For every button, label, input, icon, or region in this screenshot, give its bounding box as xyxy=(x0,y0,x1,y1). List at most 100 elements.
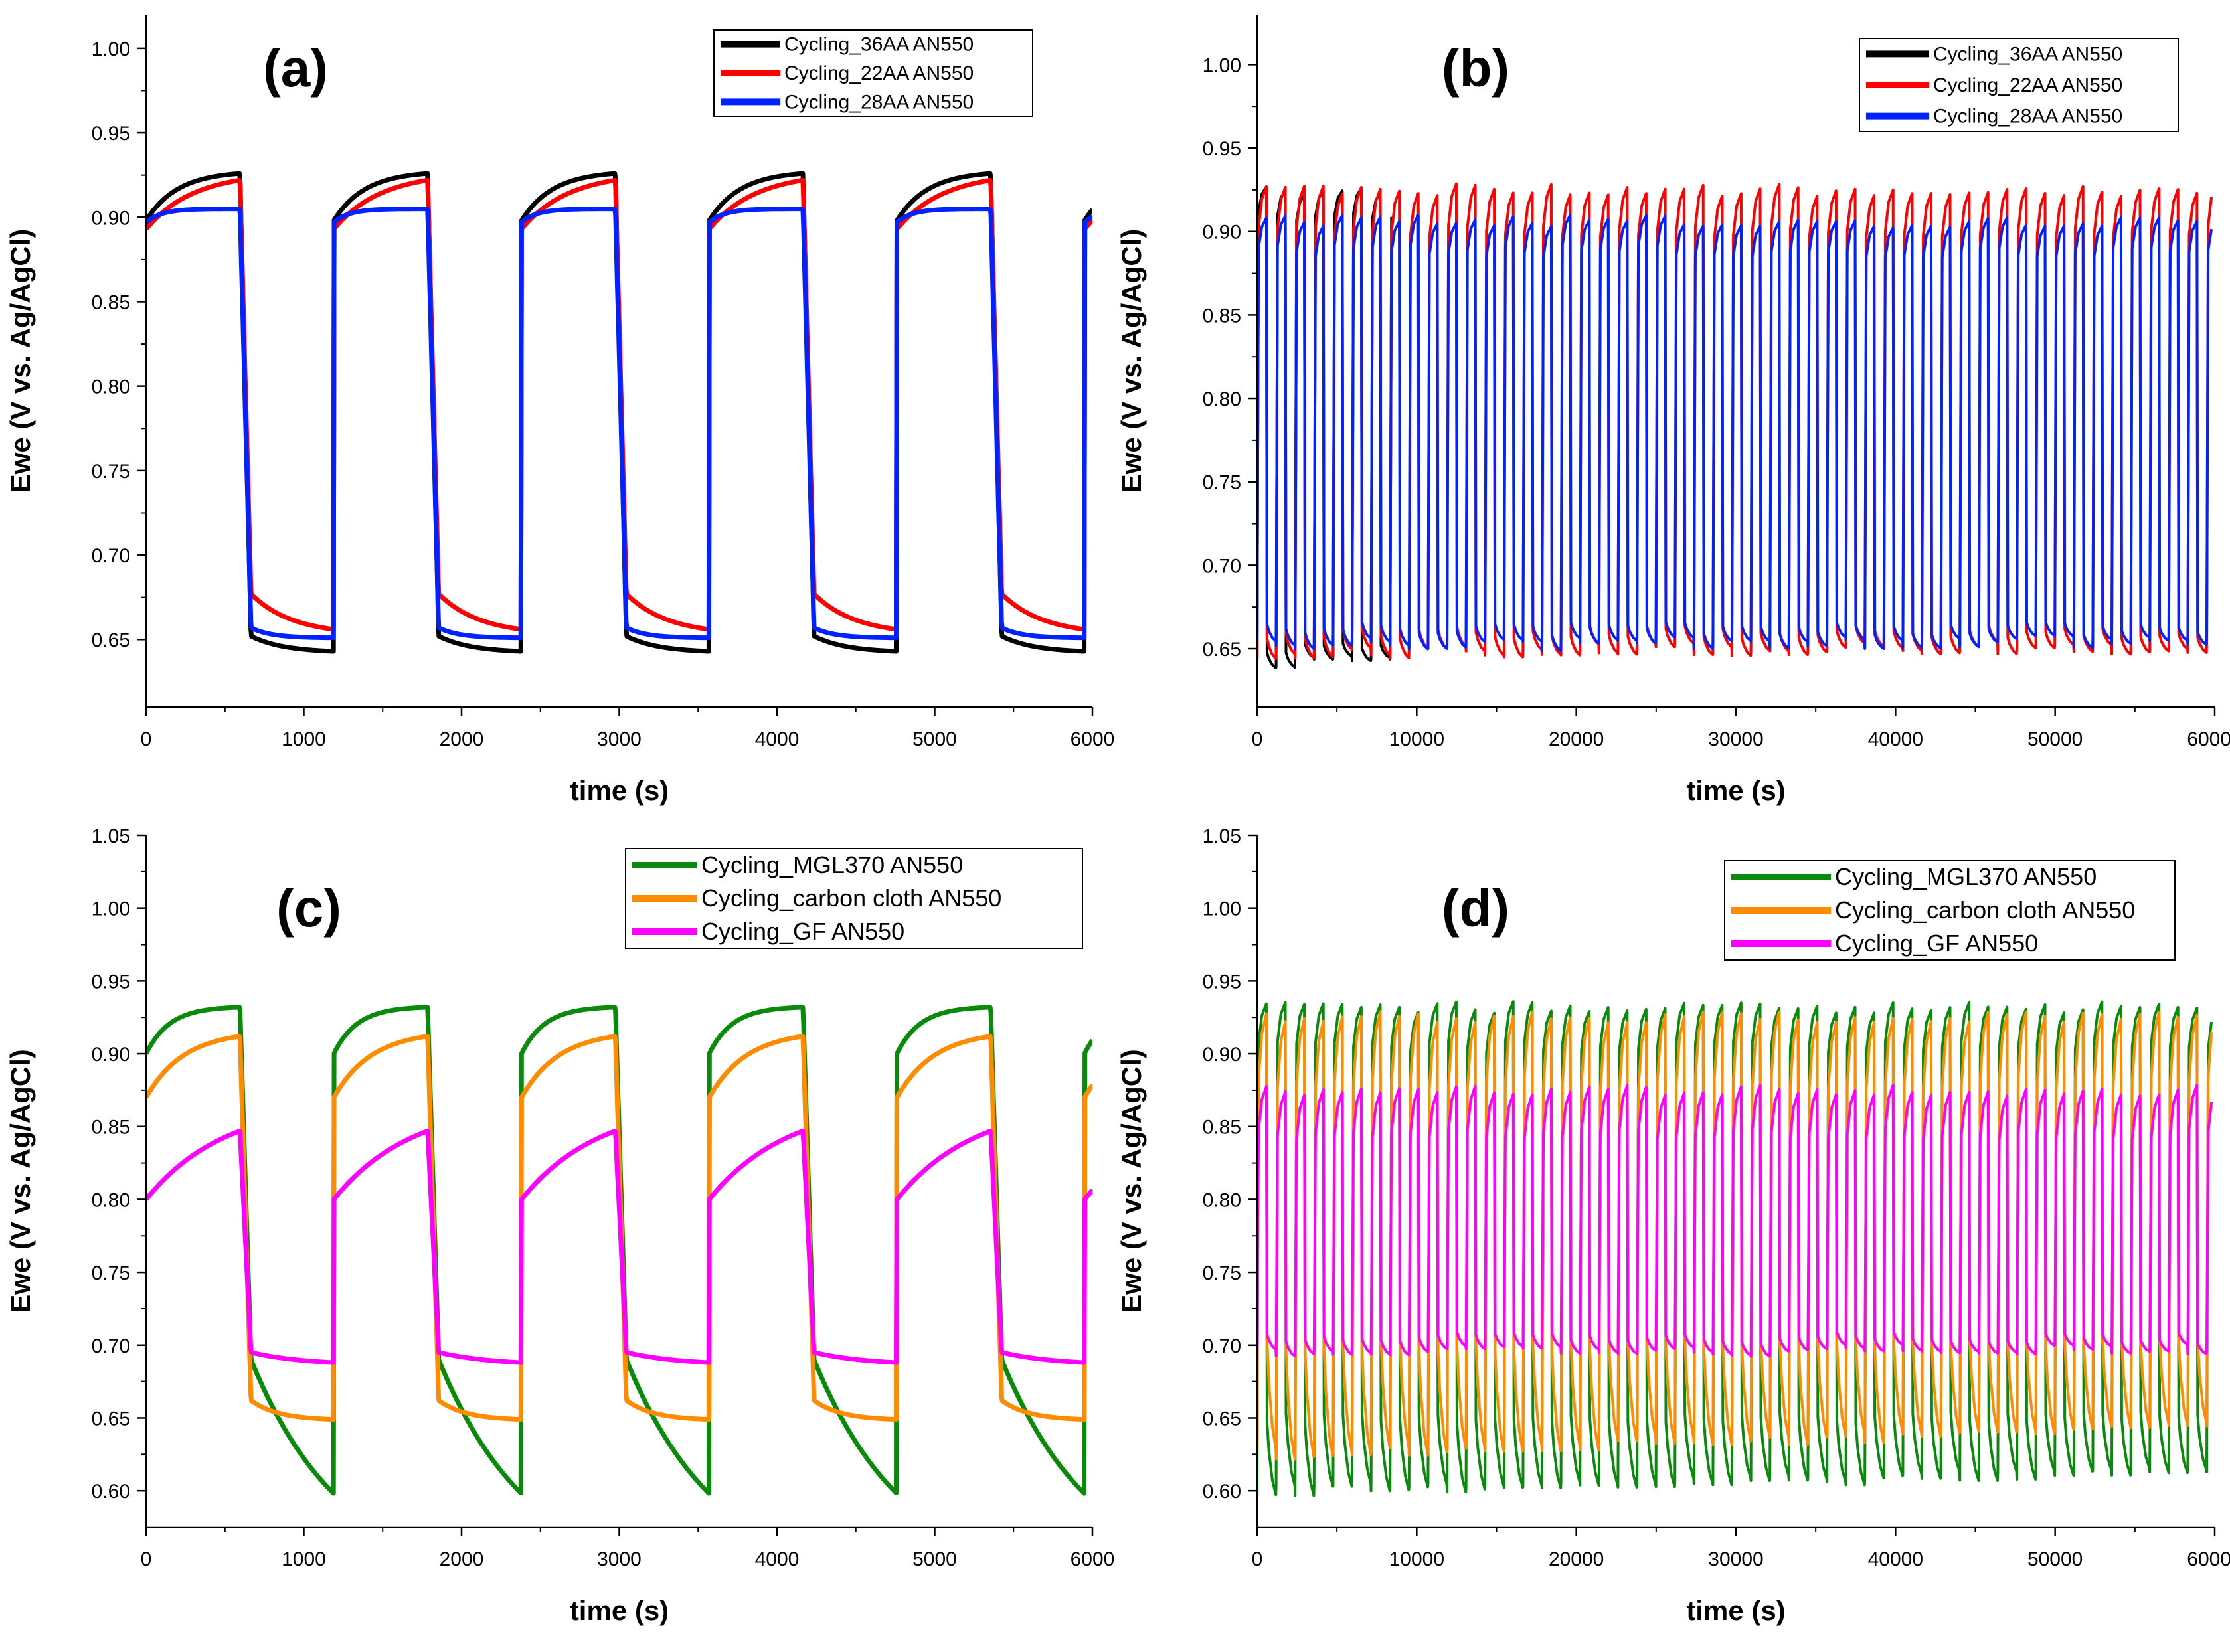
legend-entry: Cycling_GF AN550 xyxy=(701,918,904,945)
y-tick-label: 1.00 xyxy=(1203,54,1241,76)
legend-entry: Cycling_22AA AN550 xyxy=(784,62,974,84)
legend-entry: Cycling_36AA AN550 xyxy=(784,34,974,56)
x-tick-label: 4000 xyxy=(755,1548,800,1570)
y-tick-label: 0.95 xyxy=(1203,971,1241,993)
series-group xyxy=(146,171,1092,654)
legend-box xyxy=(625,848,1083,949)
y-tick-label: 0.65 xyxy=(1203,639,1241,661)
x-tick-label: 20000 xyxy=(1549,728,1604,750)
y-tick-label: 0.85 xyxy=(1203,1117,1241,1139)
y-tick-label: 1.00 xyxy=(92,39,130,60)
x-tick-label: 1000 xyxy=(282,728,326,750)
x-tick-label: 6000 xyxy=(1071,728,1115,750)
y-tick-label: 0.75 xyxy=(92,461,130,483)
series-line-2 xyxy=(1257,1010,2213,1461)
legend-entry: Cycling_carbon cloth AN550 xyxy=(701,884,1001,912)
y-axis-title: Ewe (V vs. Ag/AgCl) xyxy=(1116,229,1147,493)
y-tick-label: 0.90 xyxy=(92,207,130,229)
y-tick-label: 0.65 xyxy=(92,629,130,651)
x-tick-label: 5000 xyxy=(912,1548,957,1570)
y-tick-label: 0.70 xyxy=(92,545,130,567)
x-tick-label: 0 xyxy=(1252,1548,1263,1570)
y-tick-label: 0.90 xyxy=(1203,222,1241,244)
legend: Cycling_36AA AN550 Cycling_22AA AN550 Cycl… xyxy=(1859,38,2179,132)
y-tick-label: 0.80 xyxy=(1203,1189,1241,1211)
x-tick-label: 3000 xyxy=(597,728,642,750)
y-tick-label: 0.85 xyxy=(92,291,130,313)
y-tick-label: 0.95 xyxy=(92,123,130,145)
y-tick-label: 0.70 xyxy=(1203,1335,1241,1357)
legend-entry: Cycling_28AA AN550 xyxy=(784,91,974,113)
x-tick-label: 0 xyxy=(141,728,152,750)
x-tick-label: 40000 xyxy=(1868,1548,1923,1570)
legend: Cycling_36AA AN550 Cycling_22AA AN550 Cycl… xyxy=(713,29,1033,117)
y-axis-title: Ewe (V vs. Ag/AgCl) xyxy=(1116,1049,1147,1313)
x-tick-label: 4000 xyxy=(755,728,800,750)
legend-entry: Cycling_MGL370 AN550 xyxy=(1835,863,2097,890)
x-axis-title: time (s) xyxy=(1686,775,1785,806)
legend-entry: Cycling_22AA AN550 xyxy=(1933,74,2122,96)
y-tick-label: 0.60 xyxy=(1203,1481,1241,1503)
y-tick-label: 1.05 xyxy=(1203,825,1241,847)
panel-a: 0 1000 2000 3000 4000 5000 6000 0.65 0.70 0.75 0.8… xyxy=(5,15,1114,806)
y-tick-label: 0.65 xyxy=(1203,1408,1241,1430)
series-line-3 xyxy=(1257,1083,2213,1358)
x-tick-label: 5000 xyxy=(912,728,957,750)
legend: Cycling_MGL370 AN550 Cycling_carbon cloth… xyxy=(1724,860,2176,961)
panel-label: (a) xyxy=(263,39,328,98)
x-tick-label: 1000 xyxy=(282,1548,326,1570)
y-tick-label: 1.00 xyxy=(92,898,130,920)
x-tick-label: 2000 xyxy=(440,1548,484,1570)
y-tick-label: 0.80 xyxy=(92,1189,130,1211)
y-tick-label: 0.85 xyxy=(1203,305,1241,327)
y-tick-label: 0.80 xyxy=(92,376,130,398)
y-tick-label: 0.75 xyxy=(1203,472,1241,494)
y-tick-label: 0.80 xyxy=(1203,388,1241,410)
legend-entry: Cycling_28AA AN550 xyxy=(1933,106,2122,127)
x-tick-label: 40000 xyxy=(1868,728,1923,750)
y-axis-title: Ewe (V vs. Ag/AgCl) xyxy=(5,229,36,493)
y-tick-label: 0.65 xyxy=(92,1408,130,1430)
panel-label: (c) xyxy=(276,878,341,938)
series-group xyxy=(146,1005,1092,1496)
y-tick-label: 0.60 xyxy=(92,1481,130,1503)
panel-c: 0 1000 2000 3000 4000 5000 6000 0.60 0.65 0.70 0.7… xyxy=(5,825,1114,1626)
x-tick-label: 50000 xyxy=(2027,728,2083,750)
panel-label: (b) xyxy=(1442,39,1509,98)
x-tick-label: 20000 xyxy=(1549,1548,1604,1570)
x-tick-label: 3000 xyxy=(597,1548,642,1570)
y-tick-label: 0.95 xyxy=(92,971,130,993)
series-line-3 xyxy=(1257,213,2213,653)
x-tick-label: 10000 xyxy=(1389,1548,1444,1570)
panel-label: (d) xyxy=(1442,878,1509,938)
y-tick-label: 0.90 xyxy=(92,1044,130,1066)
y-tick-label: 0.90 xyxy=(1203,1044,1241,1066)
x-axis-title: time (s) xyxy=(1686,1595,1785,1626)
x-tick-label: 30000 xyxy=(1708,1548,1763,1570)
legend: Cycling_MGL370 AN550 Cycling_carbon cloth… xyxy=(625,848,1083,949)
x-tick-label: 50000 xyxy=(2027,1548,2083,1570)
y-tick-label: 0.75 xyxy=(1203,1262,1241,1284)
x-tick-label: 6000 xyxy=(1071,1548,1115,1570)
series-line-3 xyxy=(146,1128,1092,1365)
series-group xyxy=(1257,1000,2213,1497)
y-tick-label: 0.70 xyxy=(1203,555,1241,577)
x-tick-label: 0 xyxy=(1252,728,1263,750)
x-tick-label: 0 xyxy=(141,1548,152,1570)
legend-entry: Cycling_carbon cloth AN550 xyxy=(1835,896,2135,924)
y-axis-title: Ewe (V vs. Ag/AgCl) xyxy=(5,1049,36,1313)
y-tick-label: 0.95 xyxy=(1203,138,1241,160)
legend-entry: Cycling_MGL370 AN550 xyxy=(701,851,963,878)
series-group xyxy=(1257,182,2213,669)
x-tick-label: 10000 xyxy=(1389,728,1444,750)
x-tick-label: 30000 xyxy=(1708,728,1763,750)
legend-entry: Cycling_36AA AN550 xyxy=(1933,43,2122,65)
y-tick-label: 0.70 xyxy=(92,1335,130,1357)
y-tick-label: 1.05 xyxy=(92,825,130,847)
y-tick-label: 0.85 xyxy=(92,1117,130,1139)
